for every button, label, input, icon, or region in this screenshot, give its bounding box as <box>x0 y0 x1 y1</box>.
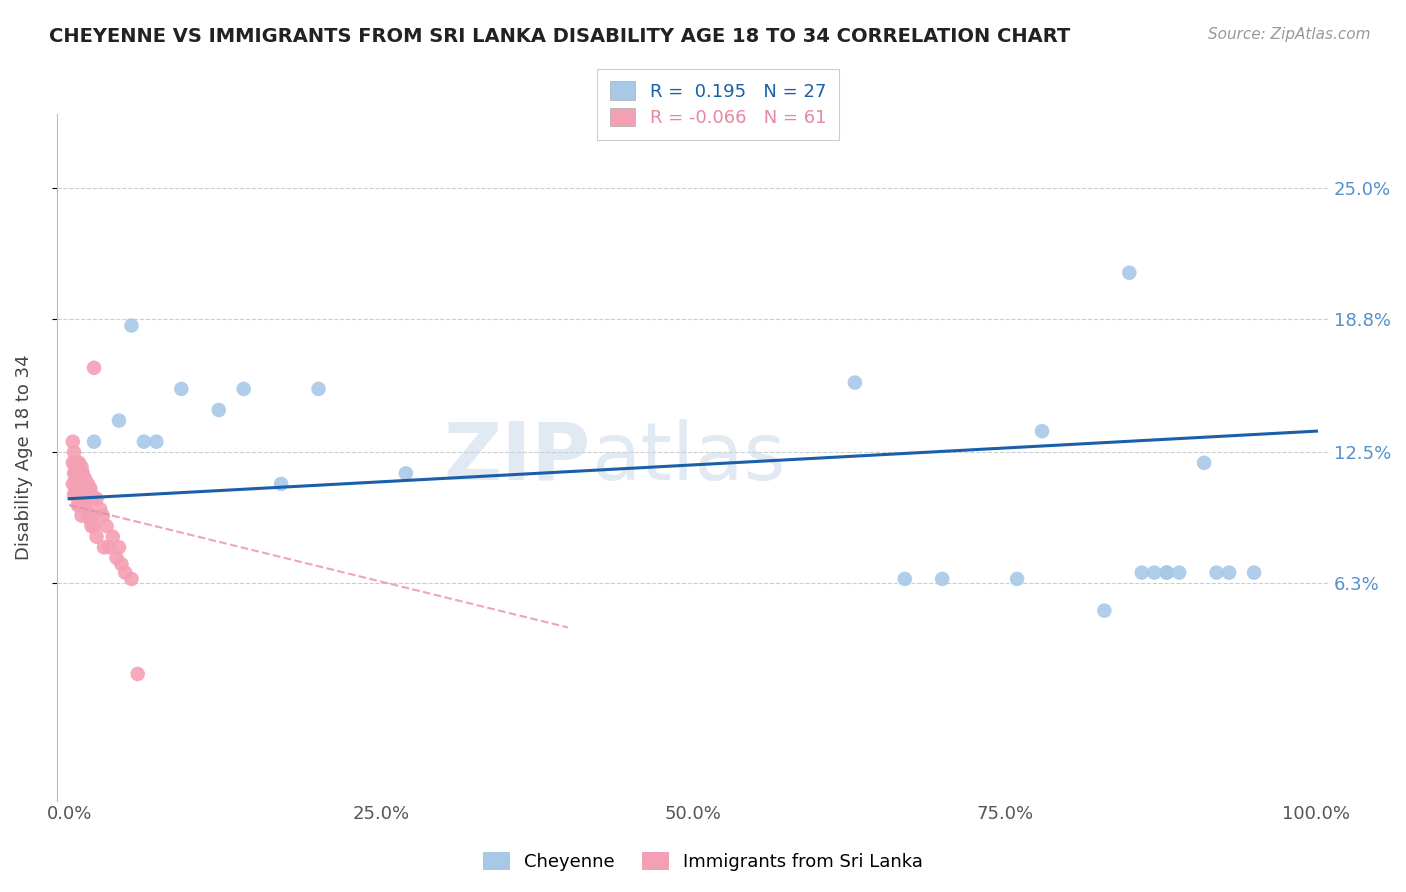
Point <box>96 519 118 533</box>
Point <box>308 382 330 396</box>
Legend: Cheyenne, Immigrants from Sri Lanka: Cheyenne, Immigrants from Sri Lanka <box>475 845 931 879</box>
Point <box>63 467 86 481</box>
Point <box>76 508 98 523</box>
Point <box>79 481 101 495</box>
Text: atlas: atlas <box>591 418 786 497</box>
Point <box>1143 566 1166 580</box>
Point <box>73 470 96 484</box>
Point <box>91 508 114 523</box>
Point <box>66 498 89 512</box>
Point <box>77 481 100 495</box>
Point <box>70 508 93 523</box>
Point <box>844 376 866 390</box>
Point <box>395 467 418 481</box>
Point <box>931 572 953 586</box>
Point <box>73 487 96 501</box>
Point <box>1092 604 1115 618</box>
Point <box>89 502 111 516</box>
Point <box>65 487 87 501</box>
Point <box>76 477 98 491</box>
Point <box>79 513 101 527</box>
Point <box>232 382 254 396</box>
Point <box>80 487 103 501</box>
Point <box>1218 566 1240 580</box>
Point <box>65 481 87 495</box>
Point <box>80 519 103 533</box>
Point <box>65 456 87 470</box>
Point <box>145 434 167 449</box>
Point <box>1031 424 1053 438</box>
Point <box>67 456 90 470</box>
Point <box>208 403 231 417</box>
Point <box>83 519 105 533</box>
Point <box>62 434 84 449</box>
Point <box>1192 456 1215 470</box>
Point <box>86 530 108 544</box>
Point <box>1156 566 1178 580</box>
Legend: R =  0.195   N = 27, R = -0.066   N = 61: R = 0.195 N = 27, R = -0.066 N = 61 <box>598 69 839 140</box>
Point <box>69 491 91 506</box>
Point <box>120 318 142 333</box>
Point <box>66 481 89 495</box>
Text: ZIP: ZIP <box>444 418 591 497</box>
Point <box>70 473 93 487</box>
Point <box>101 530 124 544</box>
Point <box>1205 566 1227 580</box>
Point <box>75 498 97 512</box>
Point <box>1156 566 1178 580</box>
Point <box>82 491 104 506</box>
Point <box>108 541 131 555</box>
Point <box>65 467 87 481</box>
Point <box>93 541 115 555</box>
Point <box>1243 566 1265 580</box>
Point <box>270 477 292 491</box>
Point <box>67 498 90 512</box>
Point <box>67 481 90 495</box>
Point <box>69 477 91 491</box>
Point <box>65 467 87 481</box>
Point <box>1130 566 1153 580</box>
Point <box>67 470 90 484</box>
Point <box>62 477 84 491</box>
Point <box>1118 266 1140 280</box>
Point <box>110 557 132 571</box>
Point <box>76 477 98 491</box>
Text: CHEYENNE VS IMMIGRANTS FROM SRI LANKA DISABILITY AGE 18 TO 34 CORRELATION CHART: CHEYENNE VS IMMIGRANTS FROM SRI LANKA DI… <box>49 27 1070 45</box>
Point <box>72 481 94 495</box>
Point <box>83 360 105 375</box>
Point <box>108 414 131 428</box>
Point <box>127 667 149 681</box>
Point <box>86 491 108 506</box>
Point <box>132 434 155 449</box>
Point <box>62 456 84 470</box>
Point <box>114 566 136 580</box>
Point <box>120 572 142 586</box>
Point <box>894 572 917 586</box>
Point <box>98 541 121 555</box>
Y-axis label: Disability Age 18 to 34: Disability Age 18 to 34 <box>15 355 32 560</box>
Point <box>75 473 97 487</box>
Point <box>76 502 98 516</box>
Point <box>77 508 100 523</box>
Point <box>65 456 87 470</box>
Point <box>63 445 86 459</box>
Point <box>65 477 87 491</box>
Point <box>170 382 193 396</box>
Point <box>83 434 105 449</box>
Point <box>69 467 91 481</box>
Point <box>70 487 93 501</box>
Point <box>105 550 128 565</box>
Point <box>66 460 89 475</box>
Text: Source: ZipAtlas.com: Source: ZipAtlas.com <box>1208 27 1371 42</box>
Point <box>66 470 89 484</box>
Point <box>1168 566 1191 580</box>
Point <box>72 467 94 481</box>
Point <box>70 460 93 475</box>
Point <box>1005 572 1028 586</box>
Point <box>63 487 86 501</box>
